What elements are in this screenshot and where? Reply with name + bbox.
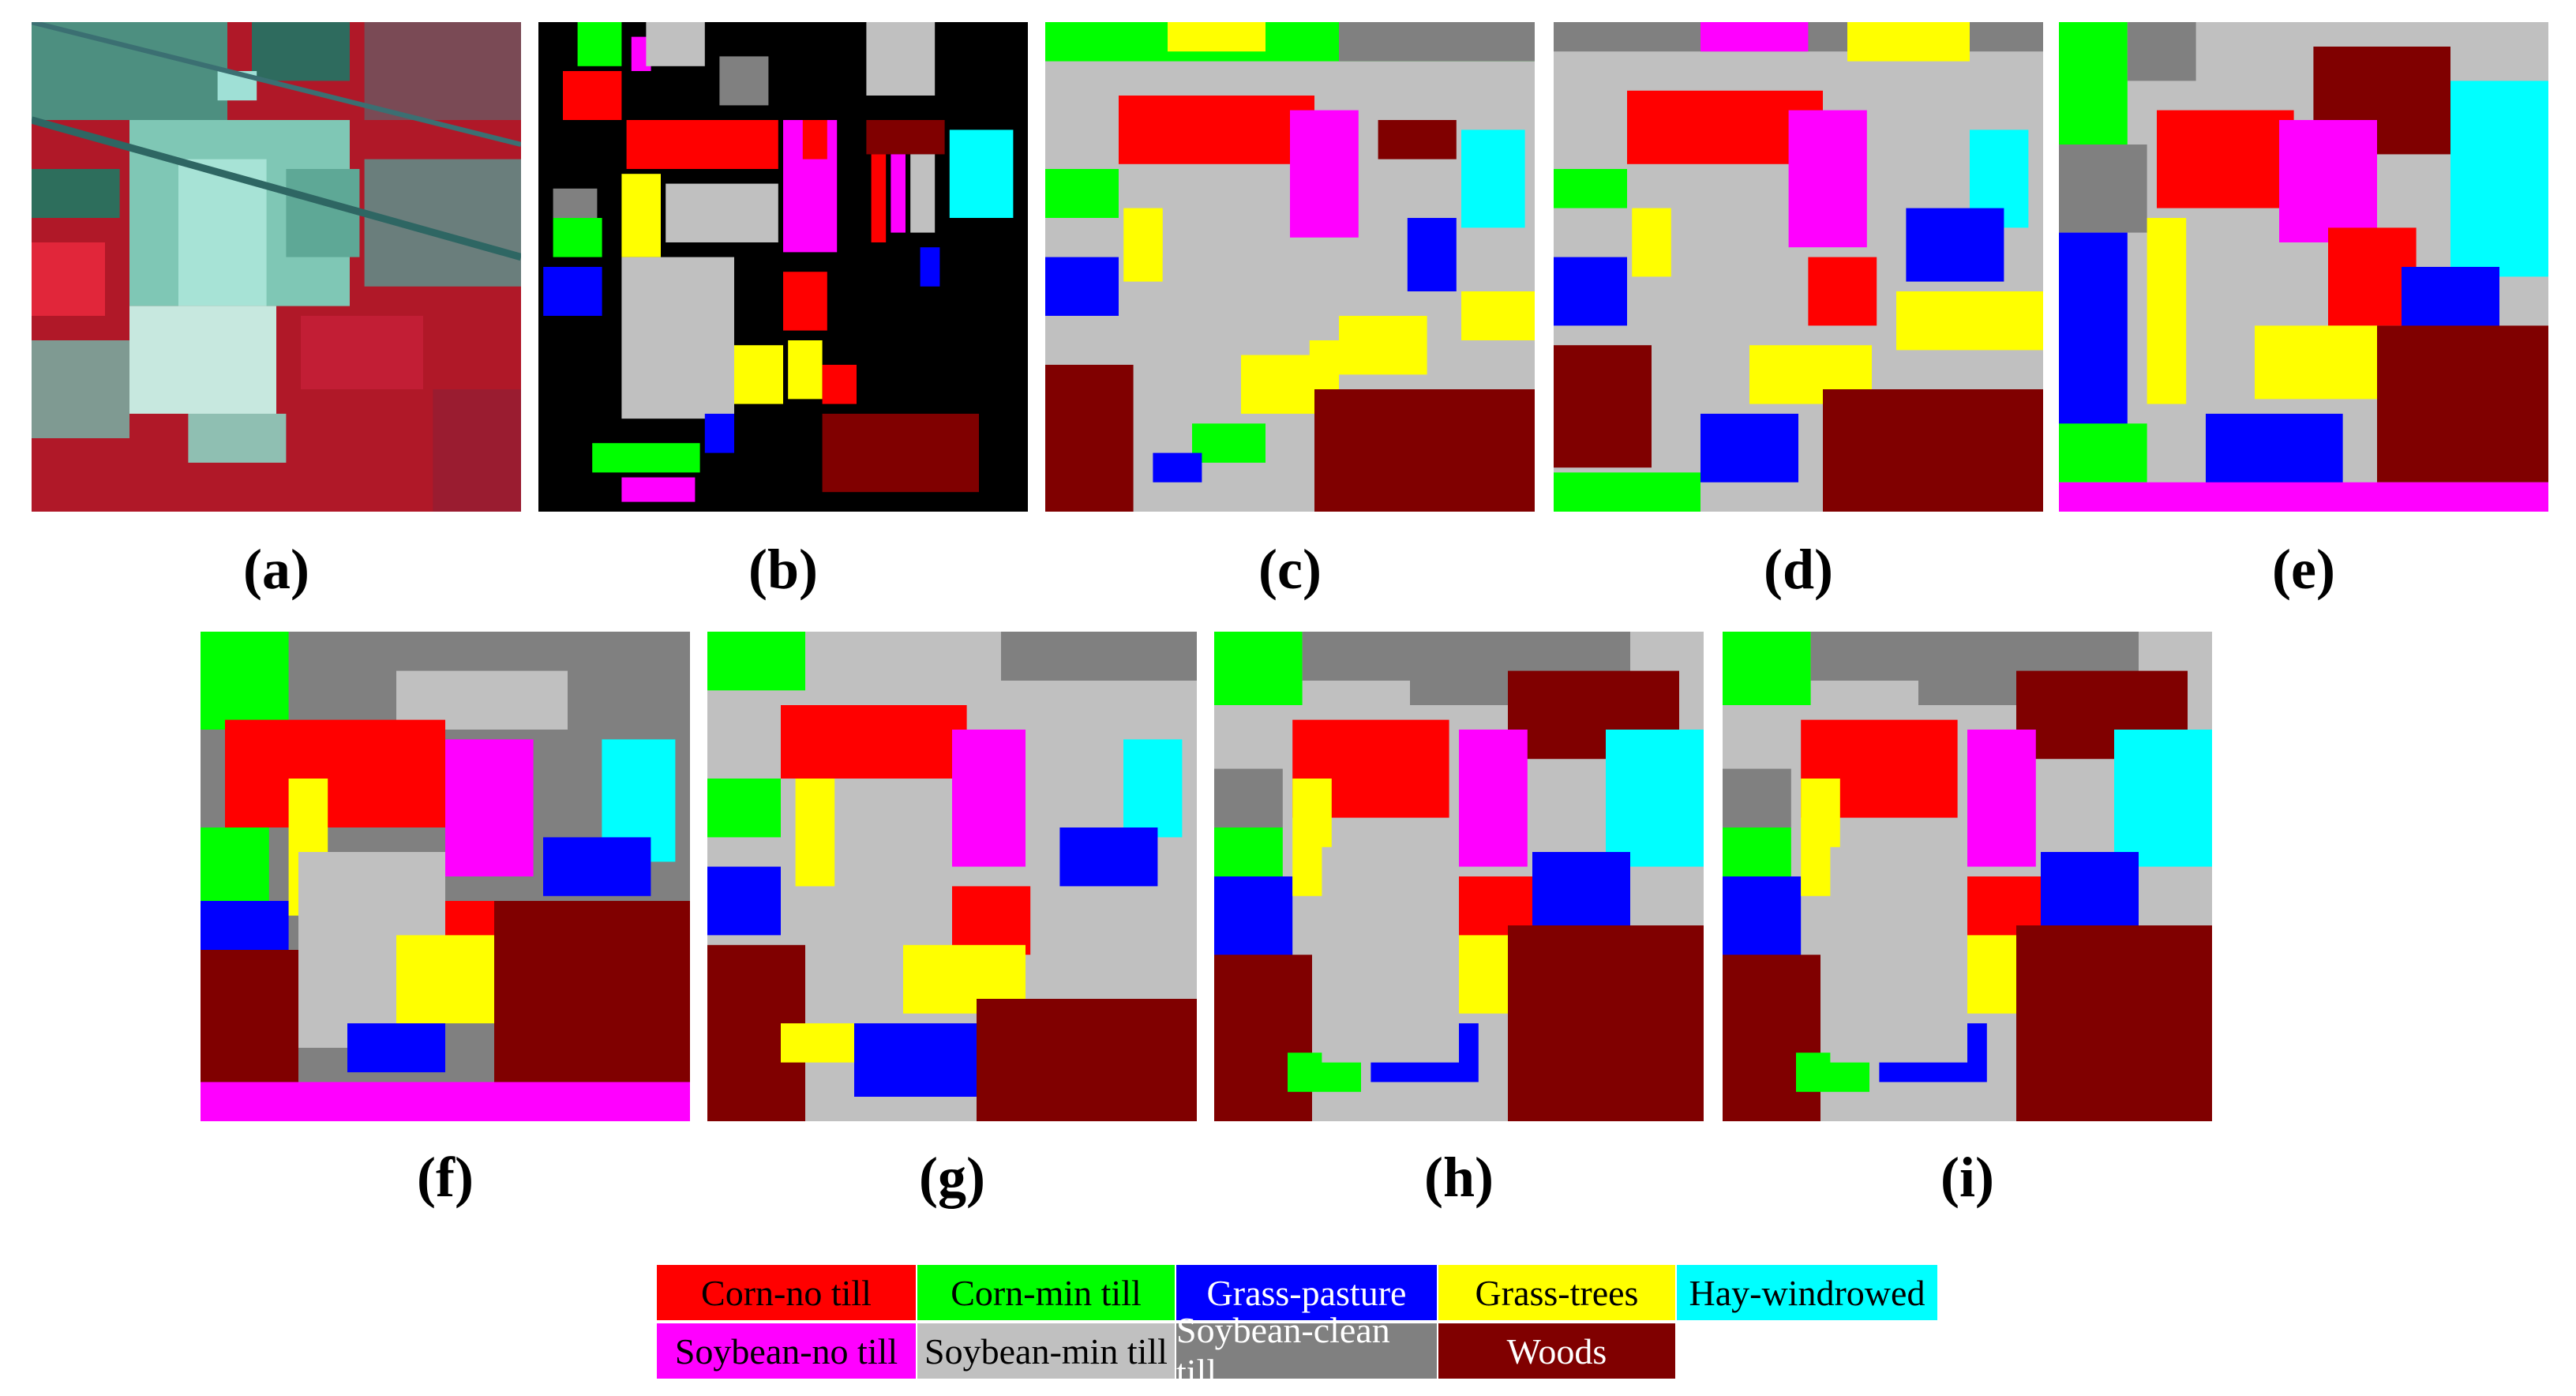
panel-f-classification-map <box>201 632 690 1121</box>
legend-item-soybean-clean-till: Soybean-clean till <box>1176 1310 1437 1392</box>
caption-a: (a) <box>243 538 309 601</box>
legend-item-grass-trees: Grass-trees <box>1438 1265 1675 1320</box>
panel-g-classification-map <box>707 632 1197 1121</box>
legend-item-woods: Woods <box>1438 1323 1675 1379</box>
panel-i-classification-map <box>1723 632 2212 1121</box>
caption-c: (c) <box>1258 538 1322 601</box>
panel-h-classification-map <box>1214 632 1704 1121</box>
legend-item-grass-pasture: Grass-pasture <box>1176 1265 1437 1320</box>
panel-c-classification-map <box>1045 22 1535 512</box>
panel-b-ground-truth <box>538 22 1028 512</box>
caption-g: (g) <box>919 1146 985 1209</box>
legend-item-soybean-min-till: Soybean-min till <box>917 1323 1175 1379</box>
caption-i: (i) <box>1940 1146 1994 1209</box>
legend-item-hay-windrowed: Hay-windrowed <box>1677 1265 1937 1320</box>
legend-item-soybean-no-till: Soybean-no till <box>657 1323 916 1379</box>
caption-h: (h) <box>1424 1146 1494 1209</box>
panel-a-false-color-image <box>32 22 521 512</box>
panel-e-classification-map <box>2059 22 2548 512</box>
caption-b: (b) <box>748 538 818 601</box>
legend-item-corn-min-till: Corn-min till <box>917 1265 1175 1320</box>
panel-d-classification-map <box>1554 22 2043 512</box>
caption-f: (f) <box>417 1146 474 1209</box>
legend-item-corn-no-till: Corn-no till <box>657 1265 916 1320</box>
caption-d: (d) <box>1764 538 1833 601</box>
caption-e: (e) <box>2272 538 2335 601</box>
